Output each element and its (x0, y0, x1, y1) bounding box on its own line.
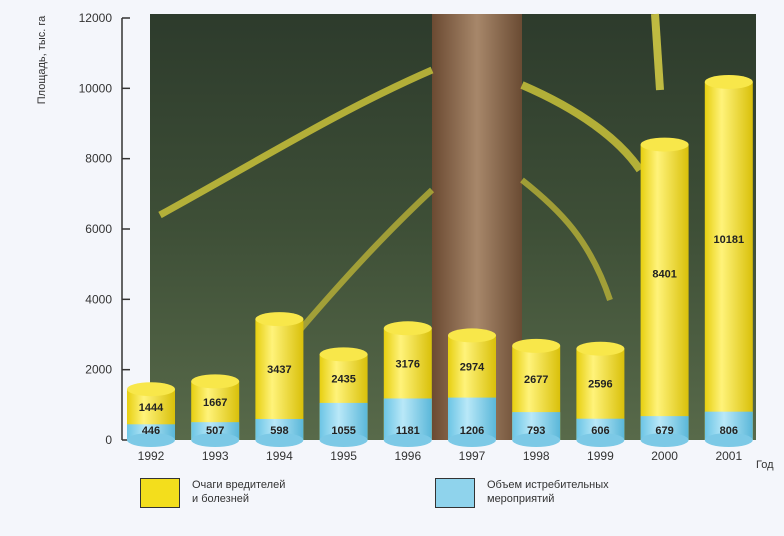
y-tick-label: 10000 (79, 81, 113, 95)
bar-group: 2596 606 1999 (576, 341, 625, 463)
bar-group: 10181 806 2001 (704, 74, 753, 463)
bar-outbreaks-top (191, 374, 240, 389)
legend-item-measures: Объем истребительных мероприятий (435, 478, 677, 508)
x-tick-label: 1997 (459, 449, 486, 463)
bar-group: 1667 507 1993 (191, 374, 240, 463)
data-label-outbreaks: 1444 (139, 402, 164, 414)
legend-swatch-outbreaks (140, 478, 180, 508)
bar-group: 3176 1181 1996 (383, 321, 432, 463)
bar-group: 8401 679 2000 (640, 137, 689, 463)
bar-outbreaks (640, 144, 689, 441)
bar-base-bottom (704, 433, 753, 447)
x-tick-label: 1999 (587, 449, 614, 463)
data-label-measures: 606 (591, 425, 609, 437)
bar-base-bottom (448, 433, 496, 447)
bar-outbreaks-top (319, 347, 368, 362)
data-label-outbreaks: 8401 (652, 269, 676, 281)
legend: Очаги вредителей и болезней Объем истреб… (140, 478, 740, 523)
y-tick-label: 4000 (85, 292, 112, 306)
data-label-outbreaks: 10181 (714, 234, 745, 246)
x-tick-label: 1993 (202, 449, 229, 463)
data-label-outbreaks: 2974 (460, 362, 485, 374)
bar-base-bottom (127, 433, 175, 447)
y-tick-label: 8000 (85, 152, 112, 166)
bar-base-bottom (191, 433, 240, 447)
data-label-measures: 1206 (460, 425, 484, 437)
y-tick-label: 6000 (85, 222, 112, 236)
y-tick-label: 0 (105, 433, 112, 447)
bar-base-bottom (319, 433, 368, 447)
legend-label-outbreaks: Очаги вредителей и болезней (192, 479, 286, 505)
data-label-outbreaks: 3176 (396, 358, 420, 370)
bar-base-bottom (255, 433, 304, 447)
data-label-measures: 679 (655, 425, 673, 437)
x-tick-label: 1992 (138, 449, 165, 463)
bar-outbreaks (704, 81, 753, 440)
data-label-outbreaks: 2596 (588, 379, 612, 391)
bar-base-bottom (512, 433, 561, 447)
y-tick-label: 12000 (79, 11, 113, 25)
data-label-measures: 598 (270, 425, 288, 437)
x-tick-label: 2001 (715, 449, 742, 463)
data-label-outbreaks: 2677 (524, 374, 548, 386)
bar-outbreaks-top (576, 341, 625, 356)
bar-base-bottom (576, 433, 625, 447)
data-label-measures: 806 (720, 425, 738, 437)
bar-outbreaks-top (255, 312, 304, 327)
x-axis-label: Год (756, 459, 774, 471)
bar-outbreaks-top (127, 382, 175, 397)
data-label-measures: 793 (527, 425, 545, 437)
bar-outbreaks-top (383, 321, 432, 336)
bar-outbreaks-top (704, 74, 753, 89)
data-label-measures: 1055 (331, 425, 355, 437)
bar-group: 2435 1055 1995 (319, 347, 368, 463)
bar-group: 3437 598 1994 (255, 312, 304, 463)
bar-outbreaks-top (640, 137, 689, 152)
bar-base-bottom (640, 433, 689, 447)
bar-measures (448, 397, 496, 440)
bar-outbreaks-top (448, 328, 496, 343)
y-axis-label: Площадь, тыс. га (36, 15, 48, 104)
bar-group: 2677 793 1998 (512, 338, 561, 463)
data-label-outbreaks: 1667 (203, 397, 227, 409)
axes: 0 2000 4000 6000 8000 10000 12000 Площадь, тыс.… (36, 11, 774, 471)
data-label-measures: 1181 (396, 425, 420, 437)
bar-group: 2974 1206 1997 (448, 328, 496, 463)
bar-outbreaks-top (512, 338, 561, 353)
x-tick-label: 1998 (523, 449, 550, 463)
data-label-outbreaks: 2435 (331, 374, 355, 386)
data-label-outbreaks: 3437 (267, 364, 291, 376)
legend-swatch-measures (435, 478, 475, 508)
bar-base-bottom (383, 433, 432, 447)
bars: 1444 446 1992 1667 507 1993 3437 598 1994 2435 105… (127, 74, 753, 463)
legend-item-outbreaks: Очаги вредителей и болезней (140, 478, 382, 508)
x-tick-label: 1994 (266, 449, 293, 463)
bar-group: 1444 446 1992 (127, 382, 175, 463)
data-label-measures: 507 (206, 425, 224, 437)
y-tick-label: 2000 (85, 363, 112, 377)
x-tick-label: 2000 (651, 449, 678, 463)
x-tick-label: 1995 (330, 449, 357, 463)
x-tick-label: 1996 (394, 449, 421, 463)
data-label-measures: 446 (142, 425, 160, 437)
legend-label-measures: Объем истребительных мероприятий (487, 479, 609, 505)
